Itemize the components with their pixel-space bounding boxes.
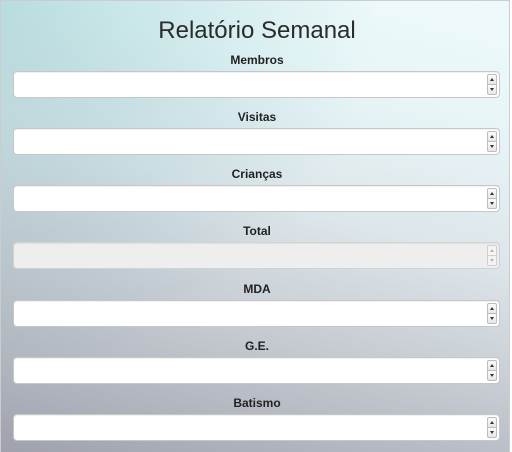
field-membros: Membros bbox=[1, 53, 512, 98]
field-total: Total bbox=[1, 224, 512, 269]
mda-label: MDA bbox=[243, 282, 271, 296]
total-label: Total bbox=[243, 224, 271, 238]
triangle-down-icon bbox=[490, 431, 494, 434]
triangle-down-icon bbox=[490, 259, 494, 262]
batismo-spinner[interactable] bbox=[487, 417, 497, 438]
triangle-up-icon bbox=[490, 421, 494, 424]
triangle-up-icon bbox=[490, 249, 494, 252]
visitas-decrement-button[interactable] bbox=[487, 141, 497, 152]
total-spinner bbox=[487, 245, 497, 266]
mda-spinner[interactable] bbox=[487, 303, 497, 324]
mda-decrement-button[interactable] bbox=[487, 313, 497, 324]
batismo-input-box[interactable] bbox=[13, 414, 500, 441]
field-visitas: Visitas bbox=[1, 110, 512, 155]
visitas-increment-button[interactable] bbox=[487, 131, 497, 141]
visitas-spinner[interactable] bbox=[487, 131, 497, 152]
triangle-up-icon bbox=[490, 78, 494, 81]
visitas-input-box[interactable] bbox=[13, 128, 500, 155]
ge-label: G.E. bbox=[244, 339, 269, 353]
ge-spinner[interactable] bbox=[487, 360, 497, 381]
triangle-up-icon bbox=[490, 192, 494, 195]
ge-input[interactable] bbox=[20, 361, 480, 380]
triangle-down-icon bbox=[490, 317, 494, 320]
field-batismo: Batismo bbox=[1, 396, 512, 441]
membros-decrement-button[interactable] bbox=[487, 84, 497, 95]
total-decrement-button bbox=[487, 255, 497, 266]
visitas-input[interactable] bbox=[20, 132, 480, 151]
batismo-decrement-button[interactable] bbox=[487, 427, 497, 438]
criancas-label: Crianças bbox=[231, 167, 283, 181]
total-input bbox=[20, 246, 480, 265]
ge-decrement-button[interactable] bbox=[487, 370, 497, 381]
batismo-label: Batismo bbox=[233, 396, 281, 410]
triangle-down-icon bbox=[490, 374, 494, 377]
triangle-up-icon bbox=[490, 135, 494, 138]
visitas-label: Visitas bbox=[237, 110, 277, 124]
criancas-input-box[interactable] bbox=[13, 185, 500, 212]
field-ge: G.E. bbox=[1, 339, 512, 384]
membros-input[interactable] bbox=[20, 75, 480, 94]
total-input-box bbox=[13, 242, 500, 269]
batismo-input[interactable] bbox=[20, 418, 480, 437]
ge-increment-button[interactable] bbox=[487, 360, 497, 370]
criancas-spinner[interactable] bbox=[487, 188, 497, 209]
criancas-input[interactable] bbox=[20, 189, 480, 208]
triangle-down-icon bbox=[490, 202, 494, 205]
membros-spinner[interactable] bbox=[487, 74, 497, 95]
triangle-down-icon bbox=[490, 145, 494, 148]
page-title: Relatório Semanal bbox=[158, 17, 356, 44]
ge-input-box[interactable] bbox=[13, 357, 500, 384]
total-increment-button bbox=[487, 245, 497, 255]
membros-label: Membros bbox=[230, 53, 284, 67]
field-criancas: Crianças bbox=[1, 167, 512, 212]
mda-input-box[interactable] bbox=[13, 300, 500, 327]
triangle-down-icon bbox=[490, 88, 494, 91]
field-mda: MDA bbox=[1, 282, 512, 327]
triangle-up-icon bbox=[490, 307, 494, 310]
mda-increment-button[interactable] bbox=[487, 303, 497, 313]
criancas-increment-button[interactable] bbox=[487, 188, 497, 198]
membros-increment-button[interactable] bbox=[487, 74, 497, 84]
batismo-increment-button[interactable] bbox=[487, 417, 497, 427]
mda-input[interactable] bbox=[20, 304, 480, 323]
criancas-decrement-button[interactable] bbox=[487, 198, 497, 209]
triangle-up-icon bbox=[490, 364, 494, 367]
membros-input-box[interactable] bbox=[13, 71, 500, 98]
